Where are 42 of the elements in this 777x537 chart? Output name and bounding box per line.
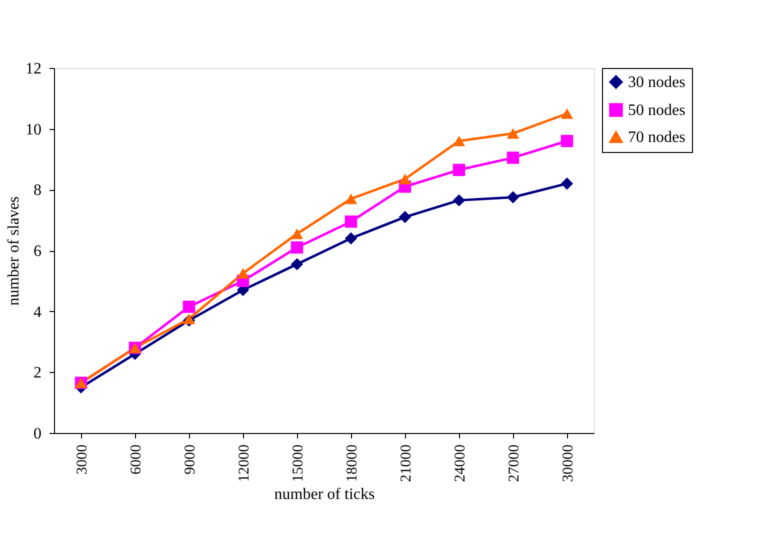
point: [344, 193, 358, 204]
point: [506, 191, 520, 204]
x-tick-label: 9000: [182, 444, 198, 474]
x-axis-title: number of ticks: [274, 486, 375, 503]
point: [344, 232, 358, 244]
x-tick-label: 3000: [74, 444, 90, 474]
legend-label: 70 nodes: [628, 129, 686, 146]
point: [182, 314, 196, 324]
x-tick-label: 12000: [236, 444, 252, 482]
x-tick-label: 21000: [398, 444, 414, 482]
point: [560, 177, 574, 190]
x-tick-label: 30000: [560, 444, 576, 482]
point: [560, 134, 574, 148]
x-tick-label: 27000: [506, 444, 522, 482]
point: [398, 174, 412, 184]
point: [290, 241, 304, 254]
legend-label: 30 nodes: [628, 74, 686, 91]
point: [452, 136, 466, 146]
legend-label: 50 nodes: [628, 102, 686, 119]
point: [290, 258, 304, 270]
point: [290, 228, 304, 240]
y-tick-label: 6: [34, 243, 42, 260]
y-tick-label: 12: [26, 60, 42, 78]
point: [506, 152, 520, 164]
point: [452, 164, 466, 176]
x-tick-label: 6000: [128, 444, 144, 474]
point: [236, 268, 250, 279]
x-tick-label: 15000: [290, 444, 306, 482]
point: [506, 128, 520, 139]
x-tick-label: 24000: [452, 444, 468, 482]
x-tick-label: 18000: [344, 444, 360, 482]
point: [344, 215, 358, 228]
point: [452, 194, 466, 206]
y-tick-label: 8: [34, 182, 42, 200]
point: [560, 108, 574, 119]
y-tick-label: 2: [34, 364, 42, 382]
y-tick-label: 10: [26, 121, 42, 138]
y-axis-title: number of slaves: [6, 196, 22, 306]
y-tick-label: 0: [34, 426, 42, 442]
point: [182, 300, 196, 313]
y-tick-label: 4: [34, 304, 42, 321]
point: [398, 210, 412, 224]
